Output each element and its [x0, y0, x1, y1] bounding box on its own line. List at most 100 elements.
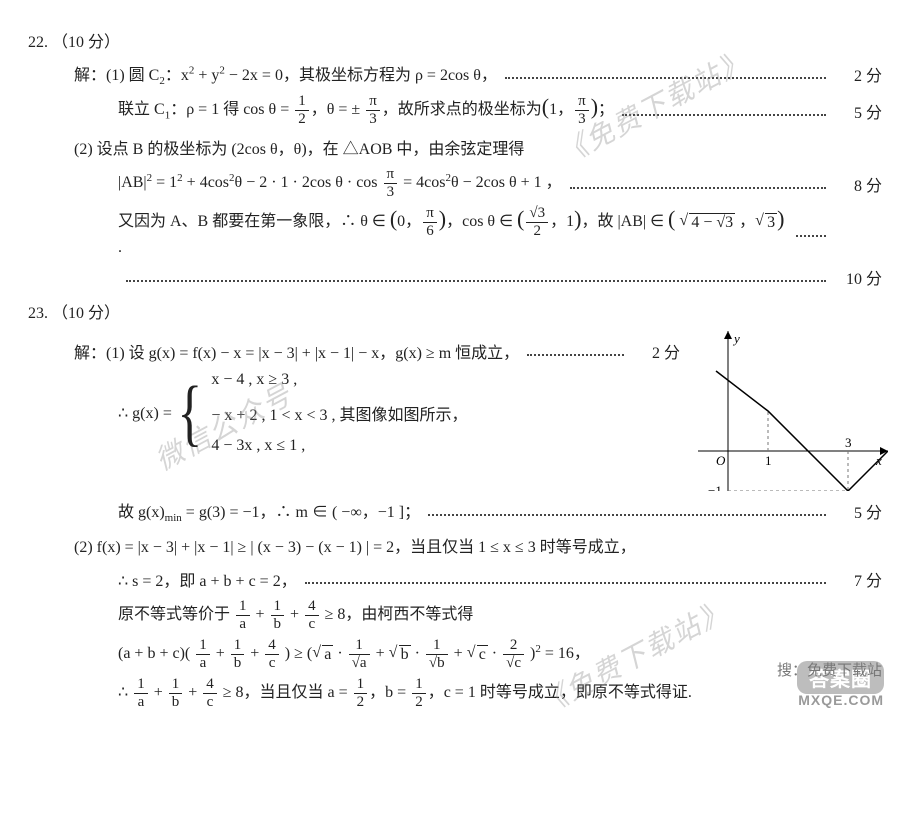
radicand: 3 — [765, 213, 777, 232]
den: a — [236, 616, 250, 632]
q22-p2-score4: 10 分 — [28, 263, 888, 291]
den: √b — [426, 655, 448, 671]
score: 8 分 — [834, 172, 888, 196]
t: 0 — [397, 213, 405, 230]
num: 2 — [503, 638, 524, 655]
t: ∴ — [118, 684, 132, 701]
t: ，θ = ± — [311, 101, 364, 118]
dotted-leader — [570, 178, 826, 189]
t: ， — [739, 213, 755, 230]
q22-header: 22. （10 分） — [28, 26, 888, 54]
footer-hint: 搜：免费下载站 — [777, 659, 882, 680]
text: (2) f(x) = |x − 3| + |x − 1| ≥ | (x − 3)… — [74, 533, 636, 557]
text: ∴ s = 2，即 a + b + c = 2， — [118, 567, 297, 591]
t: |AB| — [118, 174, 147, 191]
score: 5 分 — [834, 499, 888, 523]
svg-text:y: y — [732, 331, 740, 346]
den: a — [196, 655, 210, 671]
q23-header-text: 23. （10 分） — [28, 299, 120, 323]
den: 6 — [423, 223, 437, 239]
radicand: a — [322, 645, 333, 664]
dotted-leader — [527, 346, 624, 357]
num: 1 — [412, 677, 426, 694]
num: π — [575, 94, 589, 111]
score: 2 分 — [834, 62, 888, 86]
num: √3 — [526, 206, 548, 223]
t: = g(3) = −1，∴ m ∈ ( −∞，−1 ]； — [182, 504, 420, 521]
den: c — [305, 616, 319, 632]
t: 又因为 A、B 都要在第一象限，∴ θ ∈ — [118, 213, 390, 230]
t: ，故 |AB| ∈ — [581, 213, 668, 230]
q23-p2-line5: ∴ 1a + 1b + 4c ≥ 8，当且仅当 a = 12，b = 12，c … — [28, 677, 888, 710]
num: 1 — [271, 599, 285, 616]
svg-text:1: 1 — [765, 453, 772, 468]
svg-text:−1: −1 — [708, 483, 722, 491]
den: b — [169, 694, 183, 710]
t: (a + b + c)( — [118, 645, 194, 662]
num: 4 — [265, 638, 279, 655]
t: 故 g(x) — [118, 504, 165, 521]
num: 1 — [354, 677, 368, 694]
q23-p2-line4: (a + b + c)( 1a + 1b + 4c ) ≥ (a · 1√a +… — [28, 638, 888, 671]
score: 10 分 — [834, 265, 888, 289]
text: (a + b + c)( 1a + 1b + 4c ) ≥ (a · 1√a +… — [118, 638, 590, 671]
den: √c — [503, 655, 524, 671]
den: 3 — [366, 111, 380, 127]
t: 解：(1) 圆 C — [74, 67, 159, 84]
svg-text:3: 3 — [845, 435, 852, 450]
den: c — [265, 655, 279, 671]
t: · — [488, 645, 501, 662]
t: · — [333, 645, 346, 662]
dotted-leader — [622, 105, 826, 116]
den: 2 — [526, 223, 548, 239]
den: 3 — [384, 184, 398, 200]
den: c — [203, 694, 217, 710]
q23-header: 23. （10 分） — [28, 297, 888, 325]
t: θ − 2cos θ + 1 ， — [451, 174, 562, 191]
page: 《免费下载站》 微信公众号 《免费下载站》 22. （10 分） 解：(1) 圆… — [28, 26, 888, 710]
t: = 16， — [541, 645, 590, 662]
q23-p2-line1: (2) f(x) = |x − 3| + |x − 1| ≥ | (x − 3)… — [28, 531, 888, 559]
left-brace-icon: { — [177, 376, 202, 450]
num: π — [384, 167, 398, 184]
text: 又因为 A、B 都要在第一象限，∴ θ ∈ (0，π6)，cos θ ∈ (√3… — [118, 206, 788, 257]
svg-text:x: x — [875, 453, 882, 468]
den: 2 — [295, 111, 309, 127]
num: 1 — [231, 638, 245, 655]
text: ∴ g(x) = — [118, 403, 172, 423]
t: ：ρ = 1 得 cos θ = — [170, 101, 293, 118]
svg-text:O: O — [716, 453, 726, 468]
dotted-leader — [305, 574, 826, 585]
score: 2 分 — [632, 339, 686, 363]
den: 3 — [575, 111, 589, 127]
q22-p2-line2: |AB|2 = 12 + 4cos2θ − 2 · 1 · 2cos θ · c… — [28, 167, 888, 200]
score: 5 分 — [834, 99, 888, 123]
num: 1 — [295, 94, 309, 111]
num: 1 — [236, 599, 250, 616]
den: b — [231, 655, 245, 671]
t: ：x — [165, 67, 189, 84]
dotted-leader — [126, 272, 826, 283]
t: = 4cos — [399, 174, 445, 191]
num: π — [423, 206, 437, 223]
den: b — [271, 616, 285, 632]
piecewise-row: − x + 2 , 1 < x < 3 , 其图像如图所示， — [211, 401, 467, 425]
den: a — [134, 694, 148, 710]
num: 1 — [349, 638, 370, 655]
t: ，cos θ ∈ — [446, 213, 517, 230]
t: = 1 — [152, 174, 177, 191]
dotted-leader — [505, 69, 826, 80]
text: |AB|2 = 12 + 4cos2θ − 2 · 1 · 2cos θ · c… — [118, 167, 562, 200]
den: 2 — [412, 694, 426, 710]
q22-p1-line1: 解：(1) 圆 C2：x2 + y2 − 2x = 0，其极坐标方程为 ρ = … — [28, 60, 888, 88]
site-label: MXQE.COM — [797, 692, 884, 708]
t: θ − 2 · 1 · 2cos θ · cos — [235, 174, 382, 191]
num: 1 — [426, 638, 448, 655]
q23-p1-line1: 解：(1) 设 g(x) = f(x) − x = |x − 3| + |x −… — [28, 337, 686, 365]
num: 1 — [169, 677, 183, 694]
q22-p1-line2: 联立 C1：ρ = 1 得 cos θ = 12，θ = ± π3，故所求点的极… — [28, 94, 888, 127]
t: 原不等式等价于 — [118, 606, 234, 623]
q23-p2-line2: ∴ s = 2，即 a + b + c = 2， 7 分 — [28, 565, 888, 593]
t: ，c = 1 时等号成立，即原不等式得证. — [428, 684, 692, 701]
dotted-leader — [796, 226, 826, 237]
